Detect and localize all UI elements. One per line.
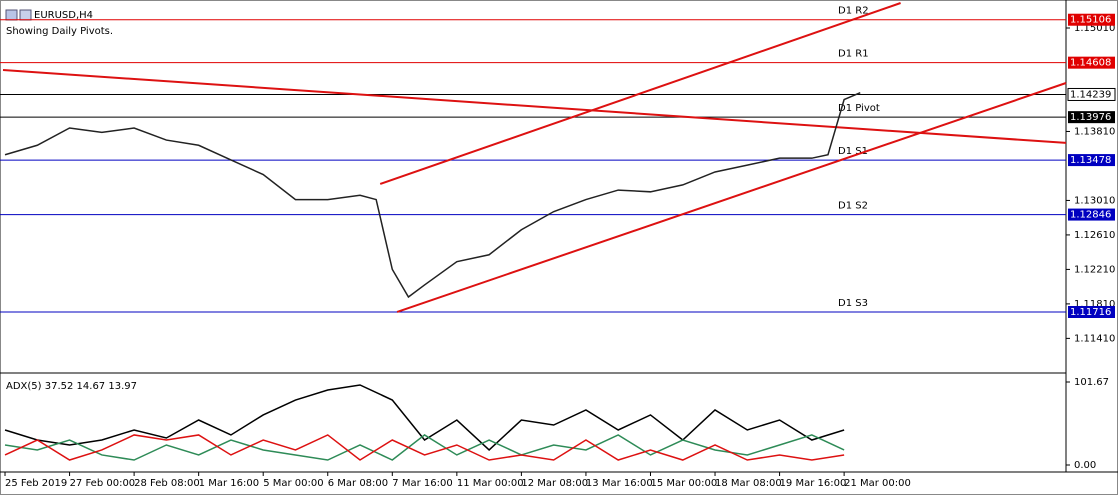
pivot-name: D1 R2 <box>838 6 869 17</box>
price-box-label: 1.14608 <box>1070 58 1111 69</box>
x-tick-label: 15 Mar 00:00 <box>650 478 717 489</box>
x-tick-label: 28 Feb 08:00 <box>134 478 200 489</box>
pivot-name: D1 S2 <box>838 201 868 212</box>
y-tick-label: 101.67 <box>1074 377 1109 388</box>
trend-line <box>379 2 901 185</box>
x-tick-label: 18 Mar 08:00 <box>715 478 782 489</box>
y-tick-label: 1.11410 <box>1074 333 1115 344</box>
x-tick-label: 12 Mar 08:00 <box>521 478 588 489</box>
last-price-label: 1.14239 <box>1070 89 1111 100</box>
chart-title: EURUSD,H4 <box>34 10 93 21</box>
price-box: 1.12846 <box>1068 208 1115 221</box>
y-tick-label: 1.11810 <box>1074 299 1115 310</box>
y-tick-label: 0.00 <box>1074 460 1096 471</box>
y-tick-label: 1.12210 <box>1074 264 1115 275</box>
trend-line <box>2 68 1067 144</box>
icon <box>19 9 32 21</box>
x-tick-label: 1 Mar 16:00 <box>199 478 259 489</box>
price-box-bg <box>1068 13 1115 26</box>
price-box-bg <box>1068 111 1115 124</box>
price-box-bg <box>1068 305 1115 318</box>
price-box-label: 1.11716 <box>1070 307 1111 318</box>
series-line <box>4 384 845 452</box>
price-box: 1.13478 <box>1068 154 1115 167</box>
chart-subtitle: Showing Daily Pivots. <box>6 26 113 37</box>
pivot-name: D1 S3 <box>838 298 868 309</box>
x-tick-label: 7 Mar 16:00 <box>392 478 452 489</box>
icon <box>5 9 18 21</box>
price-box: 1.11716 <box>1068 305 1115 318</box>
price-box: 1.13976 <box>1068 111 1115 124</box>
price-box-label: 1.12846 <box>1070 210 1111 221</box>
x-tick-label: 27 Feb 00:00 <box>70 478 136 489</box>
x-tick-label: 19 Mar 16:00 <box>780 478 847 489</box>
last-price-box <box>1067 87 1116 101</box>
price-box-label: 1.15106 <box>1070 15 1111 26</box>
series-line <box>4 434 845 461</box>
price-box-label: 1.13478 <box>1070 155 1111 166</box>
y-tick-label: 1.13010 <box>1074 195 1115 206</box>
series-line <box>4 434 845 461</box>
y-tick-label: 1.12610 <box>1074 230 1115 241</box>
series-line <box>4 91 861 299</box>
x-tick-label: 25 Feb 2019 <box>5 478 67 489</box>
pivot-name: D1 R1 <box>838 49 869 60</box>
x-tick-label: 5 Mar 00:00 <box>263 478 323 489</box>
price-box: 1.14608 <box>1068 56 1115 69</box>
y-tick-label: 1.15010 <box>1074 23 1115 34</box>
price-box-bg <box>1068 56 1115 69</box>
x-tick-label: 21 Mar 00:00 <box>844 478 911 489</box>
pivot-name: D1 S1 <box>838 146 868 157</box>
x-tick-label: 13 Mar 16:00 <box>586 478 653 489</box>
price-box-label: 1.13976 <box>1070 112 1111 123</box>
x-tick-label: 6 Mar 08:00 <box>328 478 388 489</box>
price-box: 1.15106 <box>1068 13 1115 26</box>
price-box-bg <box>1068 208 1115 221</box>
trend-line <box>396 82 1067 313</box>
indicator-title: ADX(5) 37.52 14.67 13.97 <box>6 381 137 392</box>
pivot-name: D1 Pivot <box>838 103 880 114</box>
x-tick-label: 11 Mar 00:00 <box>457 478 524 489</box>
y-tick-label: 1.13810 <box>1074 126 1115 137</box>
price-box-bg <box>1068 154 1115 167</box>
